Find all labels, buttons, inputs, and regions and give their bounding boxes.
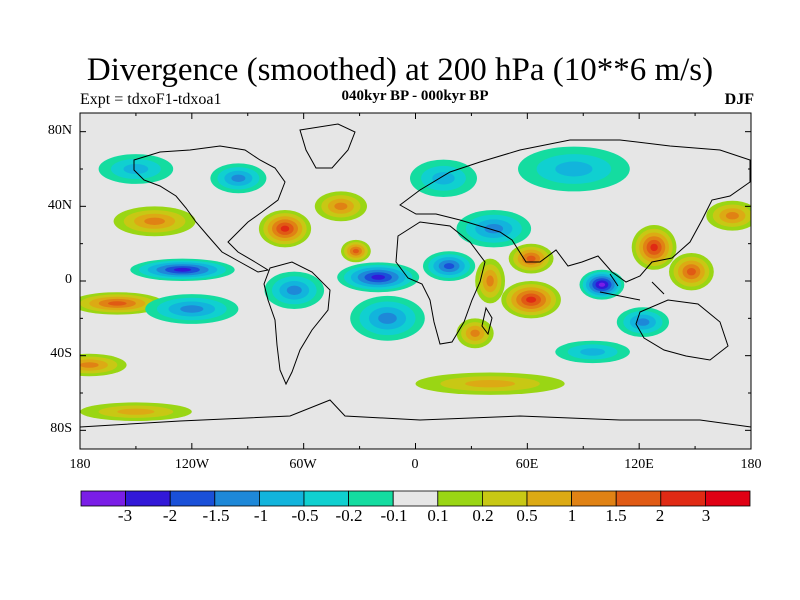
- colorbar-swatch: [125, 490, 171, 507]
- axis-ticks: [79, 113, 752, 449]
- field-contour-europe: [432, 172, 455, 185]
- field-contour-nw-pacific-high: [725, 212, 739, 220]
- period-label: 040kyr BP - 000kyr BP: [341, 88, 489, 104]
- field-contour-antarctica-coast: [117, 408, 155, 415]
- field-contour-canada: [231, 174, 246, 182]
- colorbar-label: 1: [567, 506, 577, 525]
- field-contour-s-atlantic: [378, 312, 397, 324]
- colorbar-label: 0.2: [472, 506, 494, 525]
- coast-eurasia: [399, 139, 751, 283]
- coastlines: [80, 123, 751, 428]
- field-contour-e-africa: [486, 275, 494, 287]
- coast-australia: [635, 299, 729, 361]
- plot-title: Divergence (smoothed) at 200 hPa (10**6 …: [86, 52, 714, 88]
- colorbar: [80, 490, 751, 507]
- field-contour-southern-ocean: [465, 380, 515, 388]
- field-contour-siberia: [555, 161, 593, 177]
- coast-north-america: [133, 145, 286, 273]
- colorbar-swatch: [660, 490, 706, 507]
- field-contour-central-pacific: [108, 301, 127, 306]
- colorbar-swatch: [705, 490, 751, 507]
- colorbar-swatch: [481, 490, 528, 507]
- coast-madagascar: [481, 306, 493, 336]
- field-contour-central-africa: [443, 263, 455, 270]
- field-contour-s-indian-ocean: [580, 348, 605, 356]
- field-contour-mid-atlantic: [352, 248, 359, 254]
- field-contour-ne-pacific: [144, 217, 165, 225]
- lon-label-60e: 60E: [515, 457, 539, 472]
- lon-label-0: 0: [411, 457, 419, 472]
- experiment-label: Expt = tdxoF1-tdxoa1: [80, 91, 222, 108]
- colorbar-label: -1.5: [202, 506, 230, 525]
- colorbar-swatch: [571, 490, 617, 507]
- field-contour-n-atlantic: [334, 202, 348, 210]
- field-contour-e-pacific: [173, 267, 192, 272]
- field-contour-n-australia: [636, 318, 650, 326]
- colorbar-swatch: [303, 490, 349, 507]
- field-contour-w-pacific: [686, 268, 696, 276]
- coast-south-america: [263, 261, 331, 386]
- colorbar-label: 0.5: [516, 506, 538, 525]
- field-contour-nw-pacific: [650, 243, 658, 252]
- season-label: DJF: [724, 91, 754, 108]
- lat-label-80n: 80N: [47, 123, 72, 138]
- colorbar-swatch: [437, 490, 483, 507]
- lat-label-eq: 0: [65, 272, 72, 287]
- colorbar-swatch: [80, 490, 126, 507]
- field-contour-caribbean: [280, 225, 290, 232]
- lon-label-120w: 120W: [174, 457, 210, 472]
- colorbar-swatch: [214, 490, 260, 507]
- colorbar-label: 0.1: [427, 506, 449, 525]
- colorbar-swatch: [526, 490, 572, 507]
- field-contour-maritime-continent: [598, 282, 606, 287]
- colorbar-label: -2: [162, 506, 178, 525]
- field-contour-alaska: [123, 164, 149, 174]
- lat-label-80s: 80S: [50, 421, 72, 436]
- lon-label-60w: 60W: [289, 457, 317, 472]
- field-contour-arabian-sea: [526, 255, 536, 262]
- lon-label-120e: 120E: [624, 457, 654, 472]
- colorbar-label: 1.5: [605, 506, 627, 525]
- field-contour-amazon: [286, 285, 302, 295]
- colorbar-label: -3: [117, 506, 133, 525]
- coast-africa: [395, 221, 486, 345]
- field-contour-s-pacific: [80, 362, 99, 368]
- colorbar-swatch: [615, 490, 662, 507]
- colorbar-label: 2: [655, 506, 665, 525]
- coast-indonesia: [599, 273, 665, 301]
- field-contour-indian-ocean: [526, 296, 537, 303]
- colorbar-label: 3: [701, 506, 711, 525]
- coast-greenland: [299, 123, 356, 169]
- lon-label-180w: 180: [69, 457, 91, 472]
- coast-antarctica: [80, 399, 751, 428]
- colorbar-label: -1: [253, 506, 269, 525]
- field-contour-mozambique: [470, 329, 480, 337]
- colorbar-swatch: [392, 490, 439, 507]
- field-contour-e-pacific-s: [180, 305, 204, 313]
- colorbar-label: -0.5: [291, 506, 319, 525]
- field-layer: [80, 146, 751, 421]
- colorbar-swatch: [258, 490, 305, 507]
- colorbar-label: -0.1: [380, 506, 408, 525]
- colorbar-swatch: [169, 490, 216, 507]
- field-contour-atlantic-itcz: [371, 274, 386, 280]
- lat-label-40s: 40S: [50, 346, 72, 361]
- lat-label-40n: 40N: [47, 198, 72, 213]
- colorbar-swatch: [348, 490, 394, 507]
- colorbar-label: -0.2: [335, 506, 363, 525]
- lon-label-180e: 180: [740, 457, 762, 472]
